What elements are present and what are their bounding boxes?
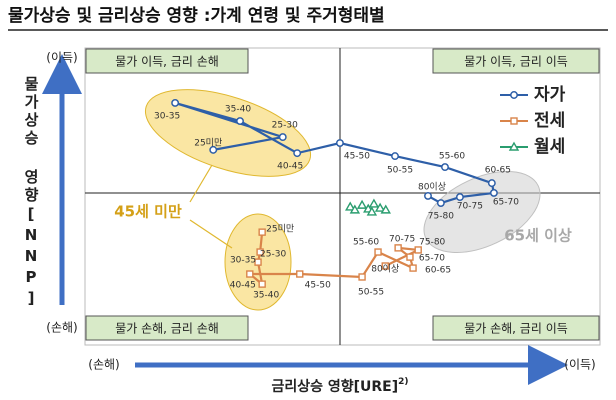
point xyxy=(366,206,378,216)
group-ellipse xyxy=(144,89,312,177)
point xyxy=(409,264,417,272)
point xyxy=(489,188,498,197)
point-label: 40-45 xyxy=(277,162,303,172)
point-label: 25-30 xyxy=(272,121,298,131)
point xyxy=(293,149,302,158)
point xyxy=(487,179,496,188)
point-label: 45-50 xyxy=(344,152,370,162)
legend-label: 자가 xyxy=(534,85,566,105)
quadrant-label: 물가 이득, 금리 손해 xyxy=(115,55,219,69)
point-label: 30-35 xyxy=(230,256,256,266)
point-label: 60-65 xyxy=(425,266,451,276)
point xyxy=(381,262,389,270)
point-label: 65-70 xyxy=(493,197,519,207)
point-label: 50-55 xyxy=(387,166,413,176)
quadrant-label: 물가 손해, 금리 손해 xyxy=(115,322,219,336)
plot-frame xyxy=(84,47,601,346)
legend-label: 월세 xyxy=(534,137,565,157)
point xyxy=(455,193,464,202)
point xyxy=(356,199,368,209)
quadrant-box xyxy=(85,315,249,341)
legend-label: 전세 xyxy=(534,111,565,131)
x-axis-label: 금리상승 영향[URE]2) xyxy=(271,377,408,396)
point-label: 35-40 xyxy=(225,105,251,115)
point xyxy=(391,152,399,161)
legend-marker xyxy=(510,91,518,99)
x-right-label: (이득) xyxy=(564,358,595,372)
point-label: 55-60 xyxy=(439,152,465,162)
y-top-label: (이득) xyxy=(46,51,77,65)
point-label: 25-30 xyxy=(260,250,286,260)
point xyxy=(345,201,356,211)
chart-title: 물가상승 및 금리상승 영향 :가계 연령 및 주거형태별 xyxy=(8,5,385,26)
connector xyxy=(189,219,233,249)
legend-marker xyxy=(508,141,520,151)
legend-marker xyxy=(510,117,518,125)
point xyxy=(246,270,254,278)
quadrant-box xyxy=(432,315,600,341)
x-left-label: (손해) xyxy=(88,358,119,372)
point-label: 50-55 xyxy=(358,287,384,297)
point xyxy=(380,204,391,214)
y-axis-label: 물가상승 영향[NNP] xyxy=(22,76,40,310)
point-label: 70-75 xyxy=(389,234,415,244)
point-label: 55-60 xyxy=(353,238,379,248)
point-label: 45-50 xyxy=(305,281,331,291)
annotation: 45세 미만 xyxy=(114,203,182,221)
y-bottom-label: (손해) xyxy=(46,321,77,335)
point xyxy=(258,228,266,236)
point xyxy=(374,248,382,256)
point xyxy=(441,163,449,172)
point-label: 25미만 xyxy=(194,137,222,148)
point-label: 65-70 xyxy=(419,254,445,264)
point-label: 60-65 xyxy=(485,166,511,176)
annotation: 65세 이상 xyxy=(504,227,572,245)
point xyxy=(406,253,414,261)
point xyxy=(296,270,304,278)
point xyxy=(368,198,380,208)
point-label: 75-80 xyxy=(419,237,445,247)
point xyxy=(374,202,386,212)
quadrant-label: 물가 손해, 금리 이득 xyxy=(464,322,568,336)
point-label: 75-80 xyxy=(428,212,454,222)
point xyxy=(278,133,287,142)
point-label: 40-45 xyxy=(230,281,256,291)
group-ellipse xyxy=(423,171,541,253)
point xyxy=(358,273,366,281)
x-axis-label-text: 금리상승 영향[URE] xyxy=(271,378,398,395)
point-label: 35-40 xyxy=(253,291,279,301)
point-label: 25미만 xyxy=(266,224,294,235)
point xyxy=(424,191,432,200)
point xyxy=(414,246,422,254)
point xyxy=(394,244,402,252)
point xyxy=(436,199,445,207)
quadrant-box xyxy=(432,48,600,74)
point-label: 70-75 xyxy=(457,202,483,212)
point xyxy=(254,258,262,266)
point xyxy=(335,139,344,147)
x-axis-note: 2) xyxy=(398,377,408,387)
point-label: 30-35 xyxy=(154,111,180,121)
quadrant-boxes: 물가 이득, 금리 손해 물가 이득, 금리 이득 물가 손해, 금리 손해 물… xyxy=(85,48,600,341)
quadrant-box xyxy=(85,48,249,74)
quadrant-label: 물가 이득, 금리 이득 xyxy=(464,55,568,69)
point-label: 80이상 xyxy=(418,181,446,192)
point xyxy=(258,280,266,288)
point xyxy=(256,248,264,256)
connector xyxy=(189,164,213,203)
point xyxy=(349,204,361,214)
point xyxy=(236,117,244,126)
point-label: 80이상 xyxy=(371,263,399,274)
point xyxy=(209,145,218,154)
point xyxy=(171,98,180,107)
